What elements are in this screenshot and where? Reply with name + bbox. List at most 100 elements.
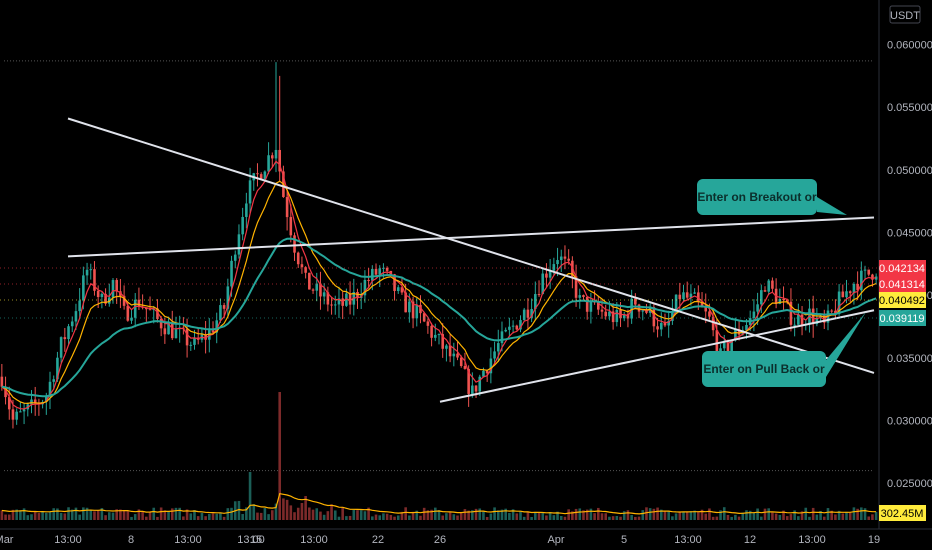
candle-body bbox=[145, 307, 148, 310]
volume-bar bbox=[78, 514, 81, 520]
candle-body bbox=[500, 331, 504, 344]
volume-bar bbox=[296, 507, 300, 520]
time-axis[interactable]: Mar13:00813:0013:001513:002226Apr513:001… bbox=[0, 528, 932, 550]
volume-bar bbox=[845, 511, 848, 520]
volume-bar bbox=[193, 510, 196, 520]
volume-bar bbox=[763, 508, 767, 520]
volume-bar bbox=[311, 509, 315, 520]
volume-bar bbox=[100, 508, 104, 520]
candle-body bbox=[433, 334, 437, 338]
candle-body bbox=[837, 291, 841, 315]
volume-bar bbox=[782, 510, 785, 520]
volume-bar bbox=[671, 516, 674, 520]
candle-body bbox=[419, 304, 422, 314]
volume-bar bbox=[748, 510, 752, 520]
candle-body bbox=[693, 292, 696, 294]
callout-box bbox=[702, 351, 826, 387]
volume-bar bbox=[722, 507, 726, 520]
volume-bar bbox=[56, 508, 59, 520]
volume-bar bbox=[393, 516, 396, 520]
trend-lines[interactable] bbox=[67, 117, 875, 403]
candle-body bbox=[767, 280, 771, 292]
volume-bar bbox=[85, 507, 89, 520]
volume-bar bbox=[267, 514, 270, 520]
time-tick-label: 12 bbox=[744, 534, 756, 546]
candle-body bbox=[293, 235, 296, 253]
volume-bar bbox=[689, 511, 693, 520]
volume-bar bbox=[537, 512, 541, 520]
volume-bar bbox=[19, 510, 22, 520]
volume-bar bbox=[500, 509, 504, 520]
candle-body bbox=[482, 370, 485, 377]
volume-bar bbox=[548, 512, 552, 520]
volume-bar bbox=[382, 513, 385, 520]
volume-bar bbox=[174, 507, 178, 520]
candle-body bbox=[4, 386, 7, 398]
candle-body bbox=[267, 155, 270, 172]
candle-body bbox=[493, 351, 496, 359]
volume-bar bbox=[215, 513, 219, 520]
volume-bar bbox=[189, 513, 193, 520]
candle-body bbox=[797, 314, 800, 325]
candle-body bbox=[137, 299, 141, 307]
candle-body bbox=[711, 316, 715, 331]
candle-body bbox=[107, 297, 111, 304]
candle-body bbox=[856, 283, 859, 291]
volume-bar bbox=[245, 507, 248, 520]
volume-bar bbox=[404, 507, 407, 520]
candle-body bbox=[448, 345, 452, 357]
candle-body bbox=[845, 291, 848, 298]
candle-body bbox=[174, 329, 178, 339]
candle-body bbox=[852, 283, 856, 294]
candle-body bbox=[233, 254, 237, 261]
candle-body bbox=[85, 269, 89, 276]
volume-bar bbox=[96, 510, 100, 520]
volume-bar bbox=[241, 514, 244, 520]
volume-bar bbox=[567, 509, 570, 520]
volume-bar bbox=[519, 511, 522, 520]
time-tick-label: 13:00 bbox=[674, 534, 702, 546]
callout-tail bbox=[817, 197, 847, 215]
volume-bar bbox=[93, 511, 96, 520]
price-label-box bbox=[879, 276, 926, 292]
volume-bar bbox=[430, 509, 433, 520]
volume-bar bbox=[219, 513, 222, 520]
volume-bar bbox=[137, 509, 141, 520]
volume-bar bbox=[478, 508, 482, 520]
volume-bar bbox=[559, 515, 563, 520]
volume-bar bbox=[582, 510, 585, 520]
candle-body bbox=[485, 370, 489, 374]
volume-bar bbox=[145, 516, 148, 520]
volume-bar bbox=[278, 392, 281, 520]
candle-body bbox=[411, 301, 415, 319]
volume-bar bbox=[226, 508, 230, 520]
price-label-text: 0.042134 bbox=[879, 263, 925, 275]
volume-bar bbox=[797, 516, 800, 520]
volume-bar bbox=[26, 515, 30, 520]
candle-body bbox=[697, 292, 700, 302]
candle-body bbox=[860, 270, 863, 291]
volume-bar bbox=[104, 515, 107, 520]
volume-bar bbox=[367, 507, 370, 520]
volume-bar bbox=[456, 515, 459, 520]
candle-body bbox=[630, 298, 633, 319]
candle-body bbox=[274, 149, 278, 159]
volume-bar bbox=[874, 511, 878, 520]
candle-body bbox=[70, 321, 74, 327]
candle-body bbox=[534, 294, 537, 310]
candle-body bbox=[745, 324, 748, 331]
candle-body bbox=[15, 411, 18, 420]
candle-body bbox=[285, 197, 289, 218]
time-tick-label: 5 bbox=[621, 534, 627, 546]
candle-body bbox=[611, 311, 615, 323]
volume-bar bbox=[322, 514, 326, 520]
ema-mid-line bbox=[1, 180, 877, 405]
annotations[interactable]: Enter on Breakout or Enter on Pull Back o… bbox=[697, 179, 866, 387]
candle-body bbox=[404, 292, 407, 313]
volume-bar bbox=[15, 509, 18, 520]
candle-body bbox=[322, 292, 326, 297]
volume-bar bbox=[834, 514, 837, 520]
candle-body bbox=[385, 267, 389, 271]
time-tick-label: Mar bbox=[0, 534, 14, 546]
